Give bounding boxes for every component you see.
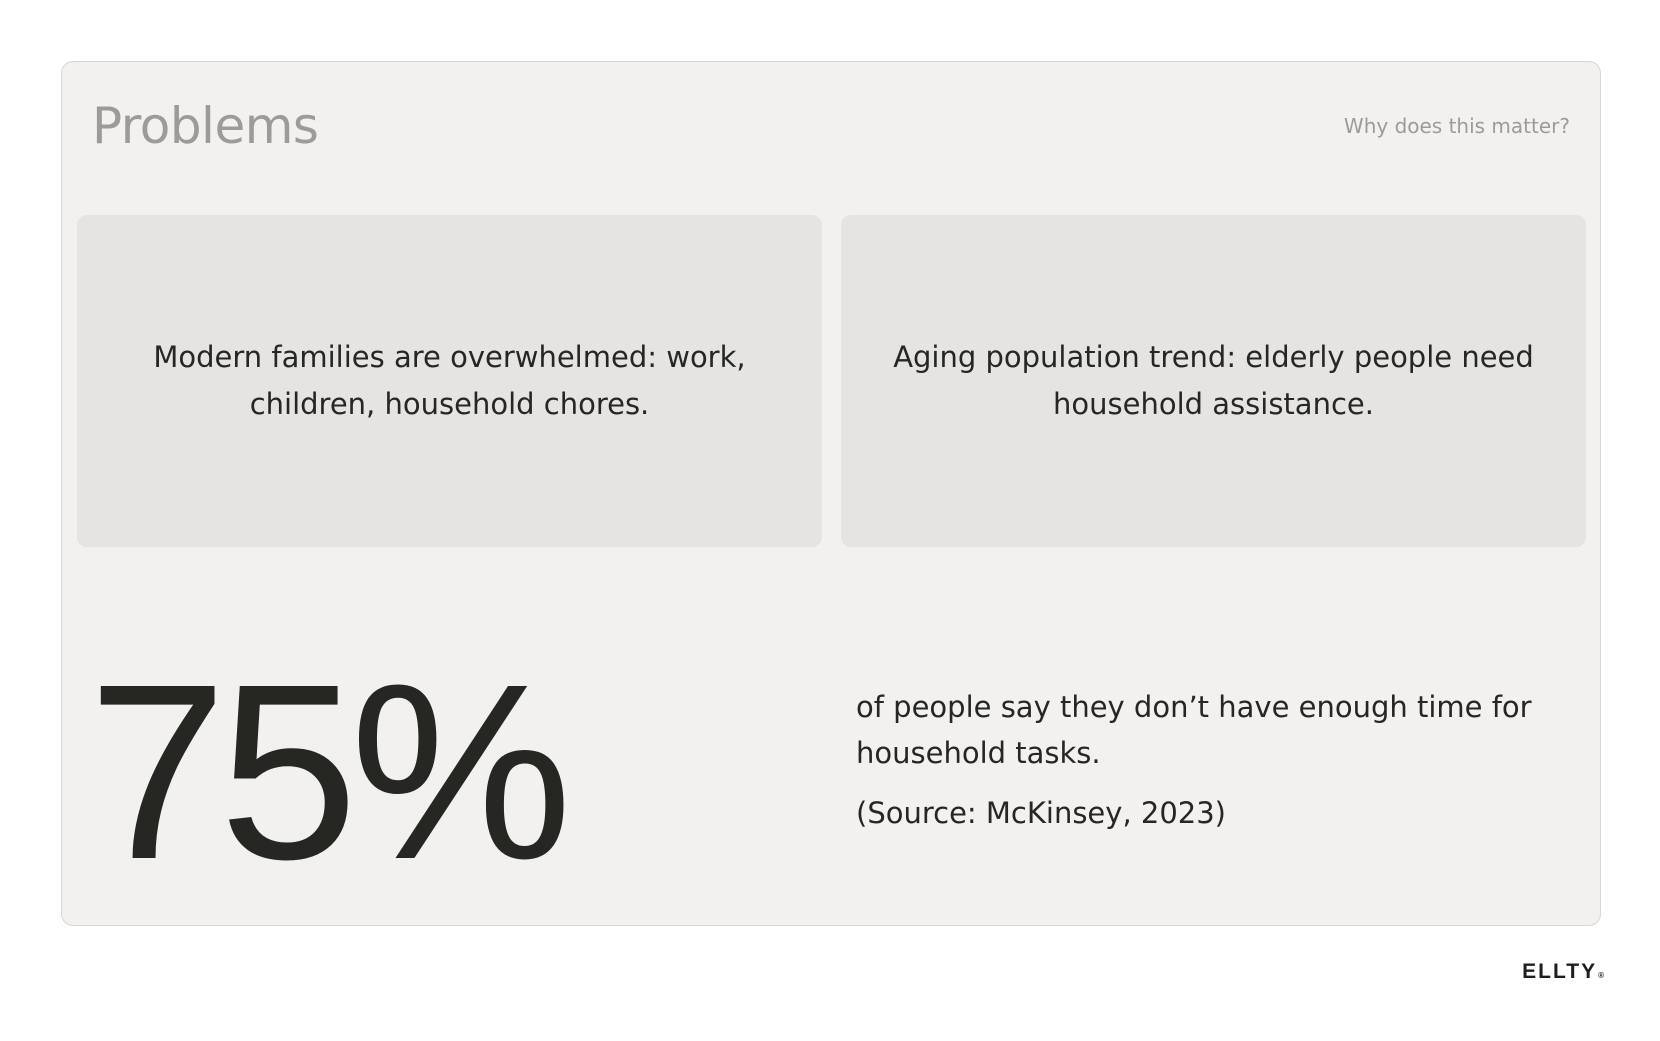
stat-value: 75%	[88, 632, 572, 911]
stat-description: of people say they don’t have enough tim…	[856, 690, 1532, 770]
slide-subtitle: Why does this matter?	[1343, 114, 1570, 138]
stat-source: (Source: McKinsey, 2023)	[856, 796, 1226, 830]
slide-panel: Problems Why does this matter? Modern fa…	[61, 61, 1601, 926]
registered-mark-icon: ®	[1598, 971, 1604, 980]
brand-logo: ELLTY ®	[1522, 960, 1604, 984]
problem-card-families: Modern families are overwhelmed: work, c…	[77, 215, 822, 547]
brand-logo-text: ELLTY	[1522, 960, 1598, 983]
problem-card-text: Aging population trend: elderly people n…	[893, 340, 1534, 421]
problem-card-aging: Aging population trend: elderly people n…	[841, 215, 1586, 547]
slide-title: Problems	[92, 97, 319, 155]
problem-card-text: Modern families are overwhelmed: work, c…	[153, 340, 746, 421]
